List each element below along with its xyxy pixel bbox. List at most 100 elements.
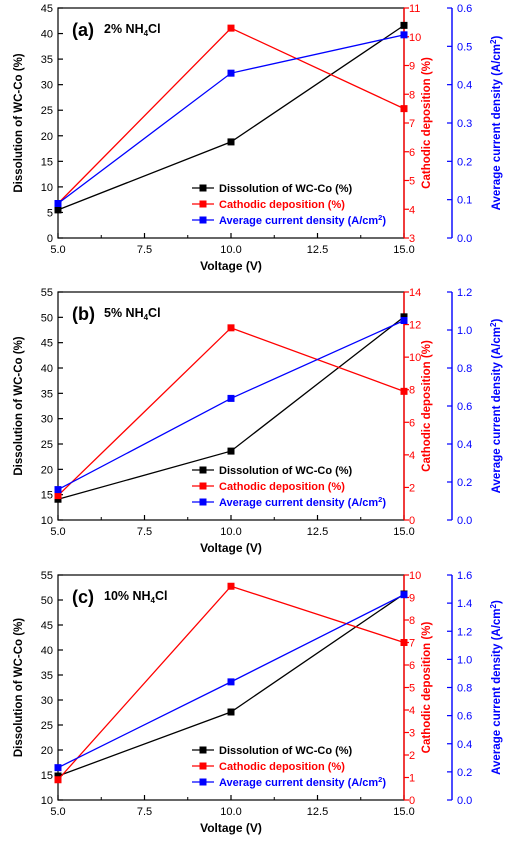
- y-tick-label: 40: [41, 645, 53, 657]
- y-tick-label: 0.2: [457, 767, 472, 779]
- data-point: [400, 313, 408, 321]
- y-tick-label: 8: [409, 385, 415, 397]
- y-tick-label: 0.6: [457, 3, 472, 15]
- y-tick-label: 0: [47, 233, 53, 245]
- panel-label: (c): [72, 587, 94, 607]
- legend-label: Dissolution of WC-Co (%): [219, 183, 353, 195]
- y-tick-label: 10: [41, 515, 53, 527]
- y-tick-label: 10: [41, 182, 53, 194]
- y-tick-label: 0: [409, 515, 415, 527]
- y-tick-label: 0.0: [457, 233, 472, 245]
- y-tick-label: 20: [41, 464, 53, 476]
- y-tick-label: 4: [409, 204, 415, 216]
- legend-entry: Dissolution of WC-Co (%): [192, 183, 353, 195]
- legend-marker: [199, 466, 207, 474]
- legend-entry: Average current density (A/cm2): [192, 775, 386, 789]
- y-tick-label: 1: [409, 773, 415, 785]
- y-axis-title: Average current density (A/cm2): [489, 600, 503, 775]
- y-tick-label: 6: [409, 660, 415, 672]
- y-tick-label: 35: [41, 388, 53, 400]
- legend-entry: Cathodic deposition (%): [192, 481, 345, 493]
- x-tick-label: 12.5: [307, 806, 328, 818]
- data-point: [54, 492, 62, 500]
- x-tick-label: 12.5: [307, 526, 328, 538]
- y-tick-label: 45: [41, 620, 53, 632]
- legend-entry: Average current density (A/cm2): [192, 213, 386, 227]
- y-tick-label: 0.4: [457, 739, 472, 751]
- legend-label: Cathodic deposition (%): [219, 199, 345, 211]
- y-tick-label: 8: [409, 615, 415, 627]
- x-axis-label: Voltage (V): [200, 821, 262, 835]
- x-tick-label: 10.0: [220, 806, 241, 818]
- y-tick-label: 25: [41, 105, 53, 117]
- panel-title: 5% NH4Cl: [104, 306, 161, 322]
- panel-title: 2% NH4Cl: [104, 22, 161, 38]
- y-tick-label: 10: [41, 795, 53, 807]
- legend-marker: [199, 778, 207, 786]
- data-point: [400, 591, 408, 599]
- y-tick-label: 0.6: [457, 711, 472, 723]
- y-tick-label: 10: [409, 570, 421, 582]
- x-tick-label: 12.5: [307, 244, 328, 256]
- y-tick-label: 7: [409, 638, 415, 650]
- y-axis-title: Average current density (A/cm2): [489, 319, 503, 494]
- legend-label: Average current density (A/cm2): [219, 495, 386, 509]
- legend-marker: [199, 498, 207, 506]
- panel-1: 5.0 7.5 10.0 12.5 15.0 Voltage (V) 0 5 10 15 20 25 3…: [13, 3, 503, 273]
- y-tick-label: 45: [41, 3, 53, 15]
- y-tick-label: 55: [41, 570, 53, 582]
- y-tick-label: 7: [409, 118, 415, 130]
- y-tick-label: 4: [409, 705, 415, 717]
- x-tick-label: 7.5: [137, 244, 152, 256]
- y-tick-label: 0.3: [457, 118, 472, 130]
- y-tick-label: 5: [47, 207, 53, 219]
- y-tick-label: 45: [41, 338, 53, 350]
- y-tick-label: 9: [409, 61, 415, 73]
- y-tick-label: 3: [409, 233, 415, 245]
- y-tick-label: 15: [41, 770, 53, 782]
- y-tick-label: 0.5: [457, 41, 472, 53]
- y-tick-label: 6: [409, 147, 415, 159]
- y-tick-label: 20: [41, 745, 53, 757]
- data-point: [400, 317, 408, 324]
- y-tick-label: 0.2: [457, 477, 472, 489]
- y-tick-label: 50: [41, 595, 53, 607]
- y-tick-label: 10: [409, 352, 421, 364]
- panel-title: 10% NH4Cl: [104, 589, 168, 605]
- data-point: [227, 447, 235, 455]
- x-tick-label: 10.0: [220, 244, 241, 256]
- y-tick-label: 0.0: [457, 795, 472, 807]
- y-tick-label: 2: [409, 482, 415, 494]
- x-tick-label: 5.0: [50, 526, 65, 538]
- y-tick-label: 0.1: [457, 195, 472, 207]
- y-tick-label: 35: [41, 54, 53, 66]
- x-tick-label: 15.0: [393, 526, 414, 538]
- panel-label: (a): [72, 20, 94, 40]
- y-tick-label: 1.2: [457, 287, 472, 299]
- y-axis-title: Dissolution of WC-Co (%): [13, 336, 25, 475]
- y-tick-label: 0.4: [457, 439, 472, 451]
- legend-entry: Cathodic deposition (%): [192, 761, 345, 773]
- data-point: [54, 495, 62, 503]
- legend-entry: Cathodic deposition (%): [192, 199, 345, 211]
- y-tick-label: 15: [41, 156, 53, 168]
- legend-label: Average current density (A/cm2): [219, 213, 386, 227]
- y-tick-label: 12: [409, 320, 421, 332]
- y-axis-title: Dissolution of WC-Co (%): [13, 53, 25, 192]
- y-tick-label: 14: [409, 287, 421, 299]
- x-axis-label: Voltage (V): [200, 259, 262, 273]
- y-tick-label: 25: [41, 439, 53, 451]
- y-tick-label: 9: [409, 593, 415, 605]
- legend-label: Cathodic deposition (%): [219, 761, 345, 773]
- y-tick-label: 5: [409, 176, 415, 188]
- legend-label: Cathodic deposition (%): [219, 481, 345, 493]
- legend-label: Dissolution of WC-Co (%): [219, 465, 353, 477]
- x-tick-label: 15.0: [393, 806, 414, 818]
- data-point: [54, 764, 62, 772]
- x-tick-label: 7.5: [137, 806, 152, 818]
- data-point: [54, 206, 62, 214]
- data-point: [227, 678, 235, 686]
- data-point: [227, 582, 235, 590]
- data-point: [227, 394, 235, 402]
